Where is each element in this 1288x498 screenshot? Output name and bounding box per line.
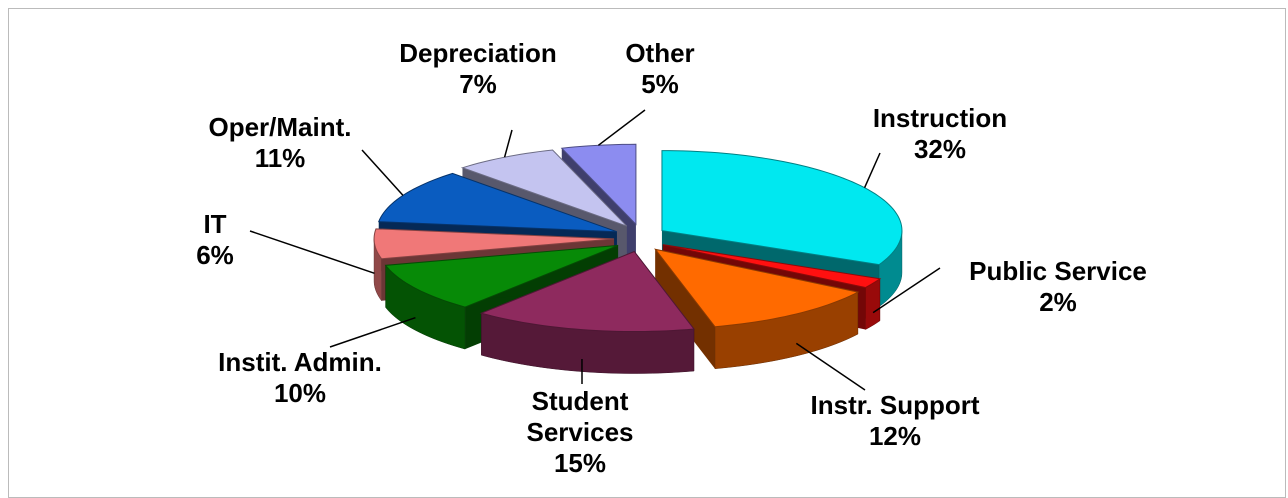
- value-label: 15%: [505, 448, 655, 479]
- value-label: 11%: [208, 143, 351, 174]
- category-label: Student Services: [505, 386, 655, 448]
- leader-line: [598, 110, 645, 145]
- value-label: 32%: [873, 134, 1007, 165]
- leader-line: [250, 231, 375, 273]
- value-label: 6%: [196, 240, 234, 271]
- category-label: Oper/Maint.: [208, 112, 351, 143]
- category-label: Instruction: [873, 103, 1007, 134]
- slice-label: Instit. Admin.10%: [218, 347, 382, 409]
- category-label: Depreciation: [399, 38, 557, 69]
- category-label: Instit. Admin.: [218, 347, 382, 378]
- category-label: IT: [196, 209, 234, 240]
- category-label: Instr. Support: [811, 390, 980, 421]
- leader-line: [505, 130, 512, 157]
- category-label: Other: [625, 38, 694, 69]
- value-label: 7%: [399, 69, 557, 100]
- leader-line: [362, 150, 403, 195]
- value-label: 12%: [811, 421, 980, 452]
- category-label: Public Service: [969, 256, 1147, 287]
- value-label: 10%: [218, 378, 382, 409]
- slice-label: Oper/Maint.11%: [208, 112, 351, 174]
- value-label: 2%: [969, 287, 1147, 318]
- value-label: 5%: [625, 69, 694, 100]
- leader-line: [796, 343, 865, 390]
- leader-line: [330, 318, 415, 347]
